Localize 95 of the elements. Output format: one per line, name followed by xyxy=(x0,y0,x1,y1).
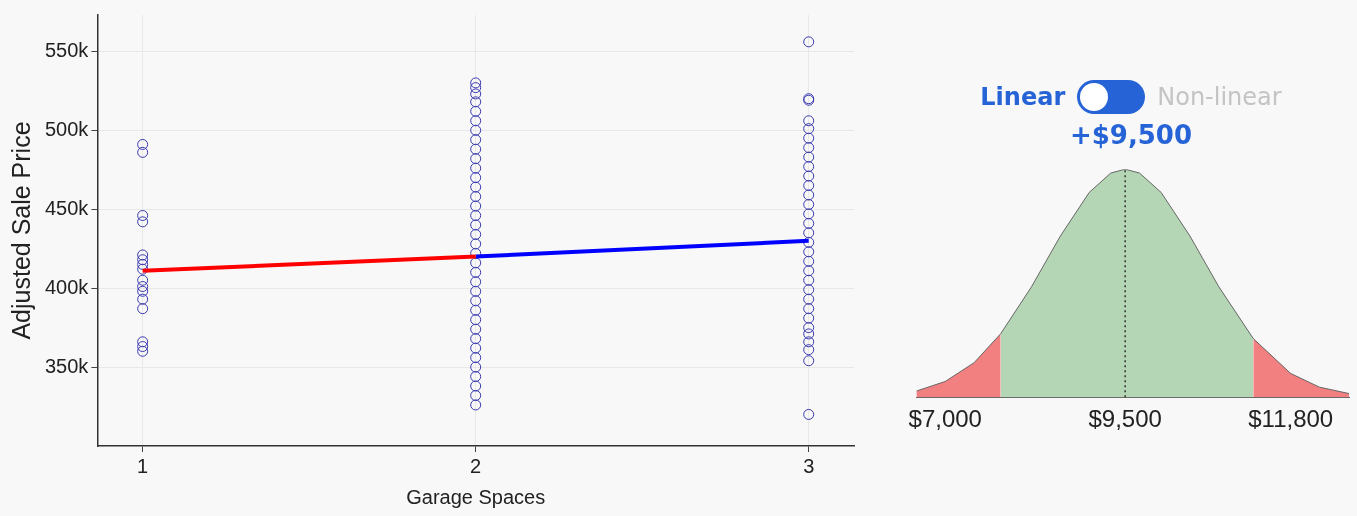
x-axis-title: Garage Spaces xyxy=(406,485,546,508)
point xyxy=(470,389,482,401)
point xyxy=(803,132,815,144)
point xyxy=(803,328,815,340)
point xyxy=(470,238,482,250)
point xyxy=(803,142,815,154)
point xyxy=(470,323,482,335)
point xyxy=(470,77,482,89)
x-tick-label: 1 xyxy=(137,454,149,477)
point xyxy=(803,284,815,296)
x-tick-label: 3 xyxy=(803,454,815,477)
point xyxy=(803,408,815,420)
point xyxy=(137,274,149,286)
point xyxy=(803,151,815,163)
point xyxy=(137,263,149,275)
point xyxy=(803,344,815,356)
point xyxy=(803,293,815,305)
point xyxy=(137,281,149,293)
x-tick-label: $9,500 xyxy=(1088,405,1162,433)
point xyxy=(137,285,149,297)
point xyxy=(137,341,149,353)
point xyxy=(470,210,482,221)
point xyxy=(470,88,482,100)
point xyxy=(803,217,815,229)
point xyxy=(803,336,815,348)
point xyxy=(470,124,482,136)
point xyxy=(803,236,815,248)
point xyxy=(470,285,482,297)
point xyxy=(803,255,815,267)
point xyxy=(137,146,149,158)
point xyxy=(470,153,482,165)
y-axis-title: Adjusted Sale Price xyxy=(6,121,35,340)
point xyxy=(470,276,482,288)
point xyxy=(470,304,482,316)
point xyxy=(803,208,815,220)
point xyxy=(470,115,482,127)
point xyxy=(137,210,149,221)
point xyxy=(803,170,815,182)
point xyxy=(137,254,149,266)
point xyxy=(803,274,815,286)
text: Linear xyxy=(980,83,1066,111)
point xyxy=(470,134,482,146)
point xyxy=(137,138,149,150)
point xyxy=(470,342,482,354)
point xyxy=(470,361,482,373)
point xyxy=(470,82,482,94)
point xyxy=(470,371,482,383)
point xyxy=(803,227,815,239)
point xyxy=(803,355,815,367)
point xyxy=(803,322,815,334)
point xyxy=(470,143,482,155)
point xyxy=(803,246,815,258)
y-tick-label: 550k xyxy=(44,38,90,61)
point xyxy=(470,333,482,345)
point xyxy=(470,314,482,326)
point xyxy=(470,96,482,108)
point xyxy=(803,161,815,173)
x-tick-label: $7,000 xyxy=(908,405,982,433)
point xyxy=(470,266,482,278)
point xyxy=(137,303,149,315)
y-tick-label: 350k xyxy=(44,354,90,377)
point xyxy=(803,198,815,210)
point xyxy=(470,399,482,411)
x-tick-label: $11,800 xyxy=(1248,405,1334,433)
point xyxy=(470,181,482,193)
chart-title: +$9,500 xyxy=(1069,120,1193,151)
point xyxy=(470,295,482,307)
point xyxy=(470,191,482,203)
point xyxy=(137,293,149,305)
point xyxy=(803,303,815,315)
point xyxy=(803,180,815,192)
point xyxy=(137,345,149,357)
point xyxy=(803,115,815,127)
point xyxy=(803,36,815,48)
x-tick-label: 2 xyxy=(470,454,482,477)
point xyxy=(470,352,482,364)
point xyxy=(803,265,815,277)
point xyxy=(803,312,815,324)
point xyxy=(803,189,815,201)
point xyxy=(470,228,482,240)
y-tick-label: 450k xyxy=(44,196,90,219)
point xyxy=(470,219,482,231)
point xyxy=(470,172,482,184)
point xyxy=(470,380,482,392)
point xyxy=(470,105,482,117)
point xyxy=(137,216,149,228)
point xyxy=(803,123,815,135)
point xyxy=(137,258,149,270)
point xyxy=(470,162,482,174)
point xyxy=(137,336,149,348)
point xyxy=(470,257,482,269)
y-tick-label: 500k xyxy=(44,117,90,140)
point xyxy=(137,249,149,261)
y-tick-label: 400k xyxy=(44,275,90,298)
point xyxy=(470,200,482,212)
